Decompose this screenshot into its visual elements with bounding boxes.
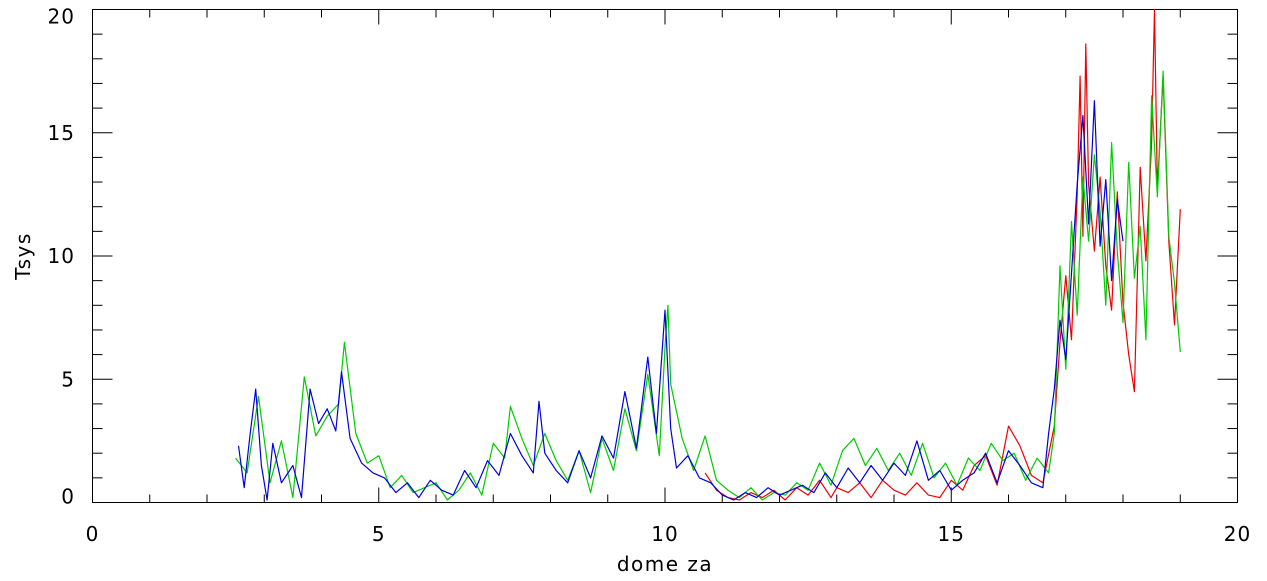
series-group	[235, 8, 1181, 501]
y-tick-label: 20	[48, 5, 75, 29]
y-tick-label: 0	[61, 485, 75, 509]
x-tick-label: 5	[372, 522, 386, 546]
y-axis-title: Tsys	[11, 232, 35, 281]
axis-tick-labels: 0 5 10 15 20 0 5 10 15 20	[48, 5, 1251, 547]
x-tick-label: 0	[86, 522, 100, 546]
x-axis-title: dome za	[617, 552, 713, 576]
y-tick-label: 15	[48, 121, 75, 145]
y-tick-label: 5	[61, 367, 75, 391]
series-line-3	[237, 100, 1124, 501]
y-tick-label: 10	[48, 244, 75, 268]
plot-frame	[92, 9, 1238, 503]
series-line-1	[704, 8, 1181, 501]
series-line-2	[235, 70, 1181, 501]
x-tick-label: 20	[1224, 522, 1251, 546]
axis-ticks	[92, 9, 1238, 503]
x-tick-label: 10	[651, 522, 678, 546]
x-tick-label: 15	[938, 522, 965, 546]
